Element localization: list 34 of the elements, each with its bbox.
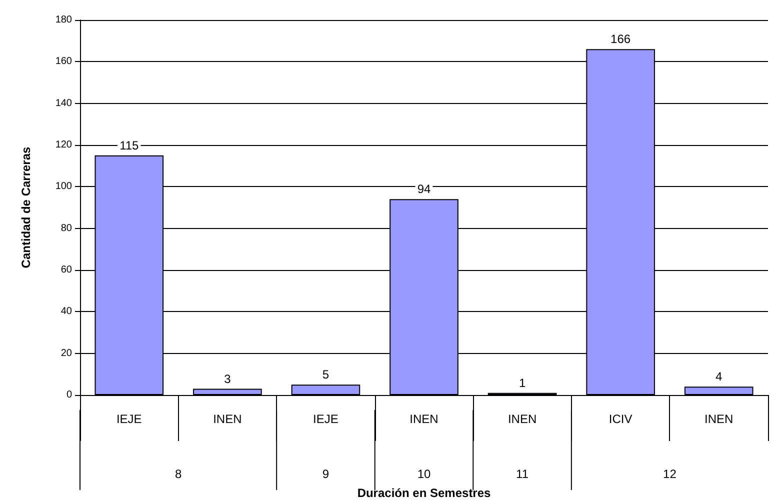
y-tick-label: 80 — [60, 222, 72, 234]
bar — [193, 388, 262, 395]
text: 12 — [663, 467, 677, 481]
data-label: 166 — [610, 32, 631, 46]
text: 9 — [322, 467, 330, 481]
bar — [291, 384, 360, 395]
text: 8 — [174, 467, 182, 481]
text: 11 — [516, 467, 529, 481]
y-tick-label: 0 — [66, 390, 72, 400]
data-label: 5 — [322, 368, 330, 382]
data-label: 3 — [224, 372, 232, 386]
y-tick-label: 180 — [55, 14, 72, 26]
x-tick-label: IEJE — [116, 412, 142, 426]
y-axis-title: Cantidad de Carreras — [19, 146, 33, 268]
x-tick-label: IEJE — [313, 412, 338, 426]
y-tick-label: 140 — [55, 98, 72, 109]
y-tick-label: 100 — [55, 181, 72, 192]
data-label: 115 — [120, 138, 140, 152]
y-tick-label: 20 — [60, 348, 72, 359]
x-tick-label: INEN — [213, 412, 242, 426]
x-tick-label: INEN — [410, 412, 438, 426]
data-label: 1 — [518, 376, 526, 390]
x-tick-label: INEN — [508, 412, 537, 426]
y-tick-label: 40 — [60, 306, 72, 318]
y-tick-label: 160 — [55, 56, 72, 68]
y-tick-label: 120 — [55, 140, 72, 150]
y-tick-label: 60 — [60, 264, 72, 276]
x-axis-title: Duración en Semestres — [357, 486, 492, 500]
data-label: 94 — [417, 182, 431, 196]
x-tick-label: INEN — [704, 412, 734, 426]
data-label: 4 — [716, 370, 723, 384]
x-tick-label: ICIV — [608, 412, 632, 426]
text: 10 — [417, 467, 431, 481]
bar — [684, 386, 754, 395]
